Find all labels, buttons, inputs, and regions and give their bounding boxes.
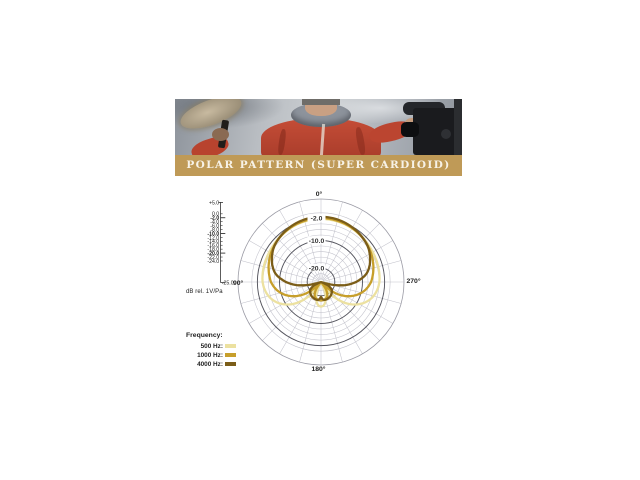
db-ruler-tick-label: -2.0 [210, 216, 219, 222]
polar-pattern-chart: +5.00.0-2.0-4.0-6.0-8.0-10.0-12.0-14.0-1… [207, 190, 421, 373]
angle-label-180: 180° [311, 365, 325, 373]
ring-label--2.0: -2.0 [311, 216, 323, 223]
person-cap [302, 99, 340, 105]
angle-label-90: 90° [233, 279, 244, 287]
polar-grid-ring [273, 234, 369, 330]
ring-label--10.0: -10.0 [309, 238, 325, 245]
polar-grid-ring [312, 273, 330, 291]
camera-knob [441, 129, 451, 139]
legend-label-4000hz: 4000 Hz: [197, 360, 223, 368]
db-ruler-tick-label: -18.0 [207, 247, 219, 253]
ring-label--20.0: -20.0 [309, 265, 325, 272]
legend-label-500hz: 500 Hz: [200, 342, 223, 350]
legend-row-1000hz: 1000 Hz: [186, 351, 236, 359]
db-ruler-tick-label: -22.0 [207, 255, 219, 261]
polar-grid-ring [237, 198, 405, 366]
polar-grid-ring [268, 229, 374, 335]
angle-label-270: 270° [407, 277, 421, 285]
photo-left-hand [212, 128, 229, 141]
polar-grid-spoke [240, 260, 319, 282]
ring-label-bg [307, 236, 326, 244]
legend-row-500hz: 500 Hz: [186, 342, 236, 350]
legend-swatch-4000hz [225, 362, 236, 366]
ring-label-bg [307, 263, 326, 272]
section-banner: POLAR PATTERN (SUPER CARDIOID) [175, 155, 462, 176]
db-unit-label: dB rel. 1V/Pa [186, 289, 223, 295]
camera-lens [401, 122, 419, 137]
polar-grid-spoke [323, 240, 394, 281]
frequency-legend: Frequency: 500 Hz: 1000 Hz: 4000 Hz: [186, 332, 236, 370]
legend-label-1000hz: 1000 Hz: [197, 351, 223, 359]
polar-grid-spoke [322, 223, 380, 281]
angle-label-0: 0° [316, 190, 323, 198]
db-ruler-tick-label: -24.0 [207, 259, 219, 265]
db-ruler-tick-label: -6.0 [210, 223, 219, 229]
db-ruler-tick-label: -14.0 [207, 239, 219, 245]
polar-curve-500hz [261, 217, 381, 308]
product-photo [175, 99, 462, 155]
polar-curve-4000hz [270, 215, 372, 302]
db-ruler-tick-label: -10.0 [207, 231, 219, 237]
db-ruler-tick-label: 0.0 [212, 212, 219, 218]
polar-grid-spoke [322, 209, 363, 280]
db-ruler-tick-label: -20.0 [207, 251, 219, 257]
db-ruler-tick-label: -12.0 [207, 235, 219, 241]
photo-right-object [454, 99, 462, 155]
db-ruler-tick-label: +5.0 [209, 200, 219, 206]
db-ruler-tick-label: -8.0 [210, 227, 219, 233]
polar-grid-ring [290, 251, 352, 313]
polar-grid-spoke [248, 240, 319, 281]
section-banner-title: POLAR PATTERN (SUPER CARDIOID) [186, 159, 451, 172]
db-ruler-tick-label: -4.0 [210, 220, 219, 226]
legend-swatch-1000hz [225, 353, 236, 357]
polar-grid-ring [251, 212, 391, 352]
ring-label-bg [307, 214, 326, 222]
legend-row-4000hz: 4000 Hz: [186, 360, 236, 368]
polar-curve-1000hz [267, 216, 375, 302]
legend-title: Frequency: [186, 332, 223, 339]
legend-swatch-500hz [225, 344, 236, 348]
db-ruler-tick-label: -16.0 [207, 243, 219, 249]
polar-grid-spoke [323, 260, 402, 282]
db-ruler-corner-label: -25.0 [222, 281, 234, 287]
